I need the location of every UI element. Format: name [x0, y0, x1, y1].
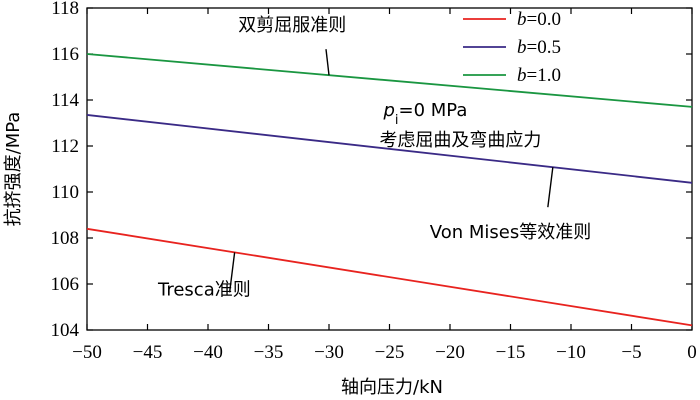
x-tick-label: −50 [72, 342, 102, 363]
y-tick-label: 116 [51, 44, 79, 65]
annotation-leader [325, 49, 330, 76]
annotation-label: 双剪屈服准则 [238, 15, 346, 36]
y-tick-label: 108 [51, 228, 80, 249]
x-tick-label: −30 [314, 342, 344, 363]
annotation-label: Von Mises等效准则 [430, 222, 591, 243]
x-tick-label: −40 [193, 342, 223, 363]
series-lines [86, 53, 693, 327]
x-axis-title: 轴向压力/kN [341, 377, 443, 398]
y-tick-label: 118 [51, 0, 79, 19]
x-tick-label: −35 [254, 342, 284, 363]
annotation-label: Tresca准则 [157, 280, 251, 301]
x-tick-label: −45 [133, 342, 163, 363]
y-tick-label: 110 [51, 182, 79, 203]
y-tick-label: 114 [51, 90, 79, 111]
y-axis-tick-labels: 104 106 108 110 112 114 116 118 [51, 0, 80, 341]
annotation-leaders [228, 49, 554, 293]
x-tick-label: −15 [496, 342, 526, 363]
y-tick-label: 106 [51, 274, 80, 295]
legend: b=0.0 b=0.5 b=1.0 [463, 9, 561, 86]
y-axis-title: 抗挤强度/MPa [3, 112, 24, 227]
condition-note-line1: pi=0 MPa [382, 100, 467, 128]
y-tick-label: 112 [51, 136, 79, 157]
condition-note-line2: 考虑屈曲及弯曲应力 [379, 130, 541, 151]
x-tick-label: −25 [375, 342, 405, 363]
series-line-b=0.5 [86, 114, 693, 184]
y-axis-ticks [87, 7, 692, 331]
annotation-leader [547, 167, 554, 208]
series-line-b=0.0 [86, 227, 693, 327]
annotations: 双剪屈服准则 Von Mises等效准则 Tresca准则 [157, 15, 591, 301]
legend-label: b=0.0 [517, 9, 561, 30]
series-line-b=1.0 [86, 53, 693, 108]
x-axis-tick-labels: −50 −45 −40 −35 −30 −25 −20 −15 −10 −5 0 [72, 342, 697, 363]
x-tick-label: −5 [621, 342, 641, 363]
x-tick-label: −20 [435, 342, 465, 363]
legend-label: b=0.5 [517, 37, 561, 58]
x-tick-label: 0 [687, 342, 697, 363]
annotation-leader [228, 252, 236, 293]
x-tick-label: −10 [556, 342, 586, 363]
x-axis-ticks [86, 8, 693, 330]
y-tick-label: 104 [51, 320, 80, 341]
legend-label: b=1.0 [517, 65, 561, 86]
